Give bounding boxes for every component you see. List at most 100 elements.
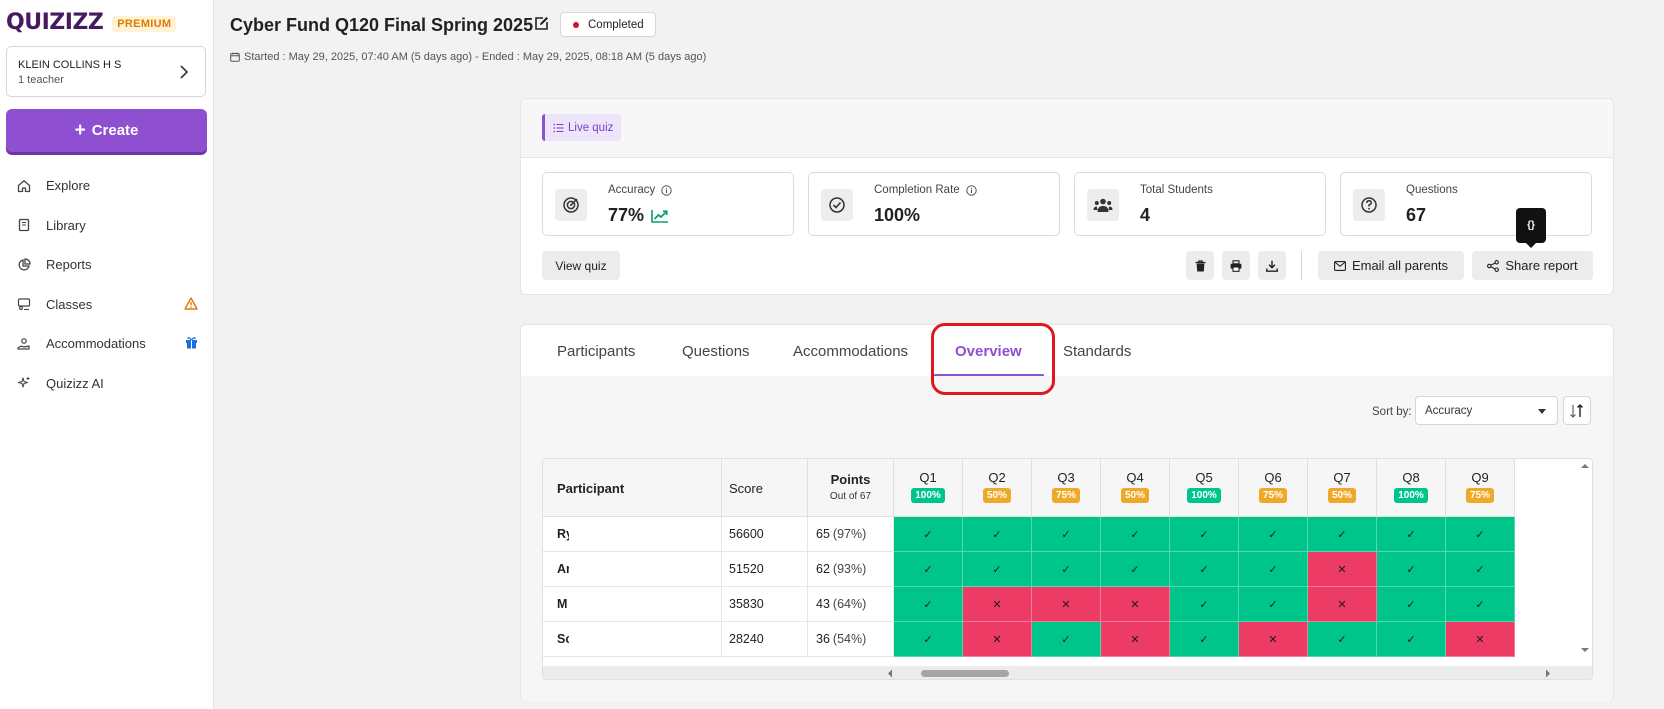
correct-answer-cell[interactable]: ✓ bbox=[1377, 552, 1446, 587]
correct-answer-cell[interactable]: ✓ bbox=[894, 622, 963, 657]
sort-by-select[interactable]: Accuracy bbox=[1415, 396, 1558, 425]
correct-answer-cell[interactable]: ✓ bbox=[1239, 552, 1308, 587]
column-header-participant[interactable]: Participant bbox=[543, 459, 722, 517]
check-icon: ✓ bbox=[1268, 563, 1278, 576]
correct-answer-cell[interactable]: ✓ bbox=[1101, 552, 1170, 587]
correct-answer-cell[interactable]: ✓ bbox=[894, 552, 963, 587]
correct-answer-cell[interactable]: ✓ bbox=[1170, 587, 1239, 622]
participant-name: M bbox=[557, 597, 568, 611]
sidebar-item-quizizz-ai[interactable]: Quizizz AI bbox=[0, 364, 214, 404]
correct-answer-cell[interactable]: ✓ bbox=[1377, 587, 1446, 622]
summary-card: Live quiz Accuracy 77% Completion Rate 1… bbox=[520, 98, 1614, 295]
tab-accommodations[interactable]: Accommodations bbox=[793, 343, 909, 360]
wrong-answer-cell[interactable]: ✕ bbox=[1239, 622, 1308, 657]
horizontal-scroll-thumb[interactable] bbox=[921, 670, 1009, 677]
wrong-answer-cell[interactable]: ✕ bbox=[1101, 622, 1170, 657]
wrong-answer-cell[interactable]: ✕ bbox=[1308, 552, 1377, 587]
edit-icon[interactable] bbox=[534, 16, 549, 31]
column-header-question[interactable]: Q3 75% bbox=[1032, 459, 1101, 517]
tab-participants[interactable]: Participants bbox=[557, 343, 636, 360]
correct-answer-cell[interactable]: ✓ bbox=[1032, 552, 1101, 587]
correct-answer-cell[interactable]: ✓ bbox=[1239, 587, 1308, 622]
vertical-scrollbar[interactable] bbox=[1578, 459, 1592, 679]
cross-icon: ✕ bbox=[1061, 598, 1071, 611]
tab-questions[interactable]: Questions bbox=[682, 343, 750, 360]
correct-answer-cell[interactable]: ✓ bbox=[1308, 517, 1377, 552]
email-all-parents-button[interactable]: Email all parents bbox=[1318, 251, 1464, 280]
participant-name-cell[interactable]: M bbox=[543, 587, 722, 622]
wrong-answer-cell[interactable]: ✕ bbox=[1446, 622, 1515, 657]
check-icon: ✓ bbox=[923, 598, 933, 611]
wrong-answer-cell[interactable]: ✕ bbox=[1308, 587, 1377, 622]
calendar-icon bbox=[230, 52, 240, 62]
correct-answer-cell[interactable]: ✓ bbox=[963, 517, 1032, 552]
sidebar-item-reports[interactable]: Reports bbox=[0, 245, 214, 285]
column-header-question[interactable]: Q1 100% bbox=[894, 459, 963, 517]
name-redaction bbox=[569, 552, 709, 586]
participant-name-cell[interactable]: Ry bbox=[543, 517, 722, 552]
check-icon: ✓ bbox=[1199, 563, 1209, 576]
trash-icon bbox=[1195, 259, 1205, 271]
school-switcher[interactable]: KLEIN COLLINS H S 1 teacher bbox=[6, 46, 206, 97]
cross-icon: ✕ bbox=[1130, 598, 1140, 611]
column-header-question[interactable]: Q9 75% bbox=[1446, 459, 1515, 517]
info-icon[interactable] bbox=[661, 184, 672, 196]
correct-answer-cell[interactable]: ✓ bbox=[1446, 552, 1515, 587]
correct-answer-cell[interactable]: ✓ bbox=[1032, 622, 1101, 657]
wrong-answer-cell[interactable]: ✕ bbox=[1032, 587, 1101, 622]
correct-answer-cell[interactable]: ✓ bbox=[1170, 517, 1239, 552]
participant-name-cell[interactable]: Sc bbox=[543, 622, 722, 657]
delete-button[interactable] bbox=[1186, 251, 1214, 280]
email-all-parents-label: Email all parents bbox=[1351, 258, 1449, 273]
correct-answer-cell[interactable]: ✓ bbox=[1308, 622, 1377, 657]
wrong-answer-cell[interactable]: ✕ bbox=[963, 622, 1032, 657]
score-cell: 51520 bbox=[722, 552, 808, 587]
view-quiz-button[interactable]: View quiz bbox=[542, 251, 620, 280]
points-value: 65 bbox=[816, 527, 830, 541]
correct-answer-cell[interactable]: ✓ bbox=[963, 552, 1032, 587]
participant-name: Sc bbox=[557, 632, 573, 646]
column-header-question[interactable]: Q6 75% bbox=[1239, 459, 1308, 517]
column-header-question[interactable]: Q7 50% bbox=[1308, 459, 1377, 517]
column-header-question[interactable]: Q5 100% bbox=[1170, 459, 1239, 517]
correct-answer-cell[interactable]: ✓ bbox=[1032, 517, 1101, 552]
correct-answer-cell[interactable]: ✓ bbox=[1446, 517, 1515, 552]
correct-answer-cell[interactable]: ✓ bbox=[894, 587, 963, 622]
quizizz-logo[interactable]: QUIZIZZ PREMIUM bbox=[6, 10, 177, 35]
horizontal-scrollbar[interactable] bbox=[543, 666, 1592, 679]
check-icon: ✓ bbox=[1061, 633, 1071, 646]
sidebar-item-library[interactable]: Library bbox=[0, 206, 214, 246]
premium-badge: PREMIUM bbox=[112, 16, 177, 32]
share-report-button[interactable]: Share report bbox=[1472, 251, 1593, 280]
column-header-question[interactable]: Q8 100% bbox=[1377, 459, 1446, 517]
correct-answer-cell[interactable]: ✓ bbox=[894, 517, 963, 552]
correct-answer-cell[interactable]: ✓ bbox=[1170, 622, 1239, 657]
sidebar-item-classes[interactable]: Classes bbox=[0, 285, 214, 325]
correct-answer-cell[interactable]: ✓ bbox=[1377, 517, 1446, 552]
column-header-score[interactable]: Score bbox=[722, 459, 808, 517]
sidebar-item-explore[interactable]: Explore bbox=[0, 166, 214, 206]
wrong-answer-cell[interactable]: ✕ bbox=[963, 587, 1032, 622]
correct-answer-cell[interactable]: ✓ bbox=[1446, 587, 1515, 622]
correct-answer-cell[interactable]: ✓ bbox=[1101, 517, 1170, 552]
correct-answer-cell[interactable]: ✓ bbox=[1170, 552, 1239, 587]
download-button[interactable] bbox=[1258, 251, 1286, 280]
sidebar-item-accommodations[interactable]: Accommodations bbox=[0, 324, 214, 364]
info-icon[interactable] bbox=[965, 184, 977, 196]
correct-answer-cell[interactable]: ✓ bbox=[1377, 622, 1446, 657]
stat-questions: Questions 67 bbox=[1340, 172, 1592, 236]
sort-direction-button[interactable] bbox=[1563, 396, 1591, 425]
stat-label: Completion Rate bbox=[874, 184, 977, 196]
wrong-answer-cell[interactable]: ✕ bbox=[1101, 587, 1170, 622]
print-button[interactable] bbox=[1222, 251, 1250, 280]
correct-answer-cell[interactable]: ✓ bbox=[1239, 517, 1308, 552]
column-header-question[interactable]: Q2 50% bbox=[963, 459, 1032, 517]
cross-icon: ✕ bbox=[1268, 633, 1278, 646]
tab-overview[interactable]: Overview bbox=[955, 343, 1022, 360]
question-label: Q9 bbox=[1471, 470, 1489, 485]
tab-standards[interactable]: Standards bbox=[1063, 343, 1132, 360]
column-header-points[interactable]: Points Out of 67 bbox=[808, 459, 894, 517]
participant-name-cell[interactable]: Ar bbox=[543, 552, 722, 587]
create-button[interactable]: + Create bbox=[6, 109, 207, 152]
column-header-question[interactable]: Q4 50% bbox=[1101, 459, 1170, 517]
